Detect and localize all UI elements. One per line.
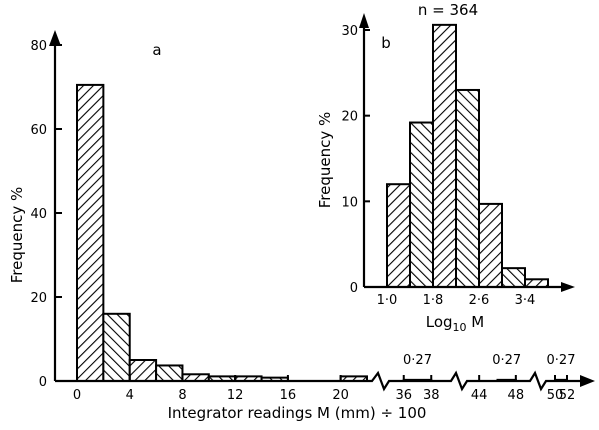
a-bar bbox=[76, 83, 105, 383]
histogram-b: 0 10 20 30 1·0 1·8 2·6 3·4 n = 364 b Frequency… bbox=[316, 1, 575, 334]
a-x-axis bbox=[55, 370, 582, 392]
b-bar bbox=[386, 183, 411, 288]
a-bar-annotation: 0·27 bbox=[403, 353, 432, 368]
b-y-tick-label: 20 bbox=[341, 110, 358, 125]
b-x-tick-label: 1·8 bbox=[423, 293, 444, 308]
b-y-tick-label: 0 bbox=[350, 281, 358, 296]
a-x-tick-label: 50 bbox=[547, 388, 564, 403]
b-y-tick-label: 10 bbox=[341, 195, 358, 210]
a-y-tick-label: 0 bbox=[39, 375, 47, 390]
b-y-tick-label: 30 bbox=[341, 24, 358, 39]
a-y-tick-label: 80 bbox=[30, 39, 47, 54]
a-x-axis-label: Integrator readings M (mm) ÷ 100 bbox=[168, 404, 427, 422]
a-bar bbox=[155, 364, 184, 382]
b-y-ticks: 0 10 20 30 bbox=[341, 24, 370, 296]
a-x-tick-label: 48 bbox=[508, 388, 525, 403]
b-x-tick-label: 3·4 bbox=[515, 293, 536, 308]
a-y-tick-label: 20 bbox=[30, 291, 47, 306]
a-x-tick-label: 8 bbox=[178, 388, 186, 403]
b-x-axis-label-tail: M bbox=[467, 313, 485, 331]
a-x-tick-label: 20 bbox=[332, 388, 349, 403]
b-bar bbox=[478, 202, 503, 288]
b-bar bbox=[455, 88, 480, 289]
a-x-tick-label: 38 bbox=[423, 388, 440, 403]
a-x-tick-label: 16 bbox=[280, 388, 297, 403]
b-bar bbox=[409, 121, 434, 288]
b-y-axis-label: Frequency % bbox=[316, 112, 334, 209]
a-bar-annotation: 0·27 bbox=[492, 353, 521, 368]
b-x-tick-label: 1·0 bbox=[377, 293, 398, 308]
b-bar bbox=[501, 267, 526, 288]
b-bar bbox=[524, 278, 549, 289]
a-x-tick-label: 0 bbox=[73, 388, 81, 403]
a-y-ticks: 0 20 40 60 80 bbox=[30, 39, 62, 390]
a-y-axis-label: Frequency % bbox=[8, 187, 26, 284]
b-panel-label: b bbox=[381, 34, 391, 52]
b-bar bbox=[432, 23, 457, 289]
a-x-tick-label: 36 bbox=[395, 388, 412, 403]
a-y-tick-label: 40 bbox=[30, 207, 47, 222]
b-x-axis-arrow bbox=[561, 282, 575, 292]
b-bars bbox=[386, 23, 549, 289]
a-bar bbox=[102, 312, 131, 382]
b-x-axis-label-main: Log bbox=[426, 313, 453, 331]
a-bar-annotation: 0·27 bbox=[547, 353, 576, 368]
b-x-ticks: 1·0 1·8 2·6 3·4 bbox=[377, 281, 536, 308]
a-x-tick-label: 44 bbox=[471, 388, 488, 403]
b-x-tick-label: 2·6 bbox=[469, 293, 490, 308]
a-y-tick-label: 60 bbox=[30, 123, 47, 138]
a-axes bbox=[49, 30, 595, 392]
b-x-axis-label-subscript: 10 bbox=[453, 321, 467, 334]
a-panel-label: a bbox=[152, 41, 161, 59]
b-x-axis-label: Log10 M bbox=[426, 313, 485, 334]
a-annotations: 0·27 0·27 0·27 bbox=[403, 353, 575, 368]
a-x-axis-arrow bbox=[580, 375, 595, 387]
a-y-axis-arrow bbox=[49, 30, 61, 46]
a-x-tick-label: 4 bbox=[126, 388, 134, 403]
b-title: n = 364 bbox=[418, 1, 478, 19]
b-y-axis-arrow bbox=[359, 13, 369, 28]
a-x-tick-label: 12 bbox=[227, 388, 244, 403]
a-x-tick-label: 52 bbox=[559, 388, 576, 403]
b-axes bbox=[359, 13, 575, 292]
a-bar bbox=[128, 359, 158, 382]
